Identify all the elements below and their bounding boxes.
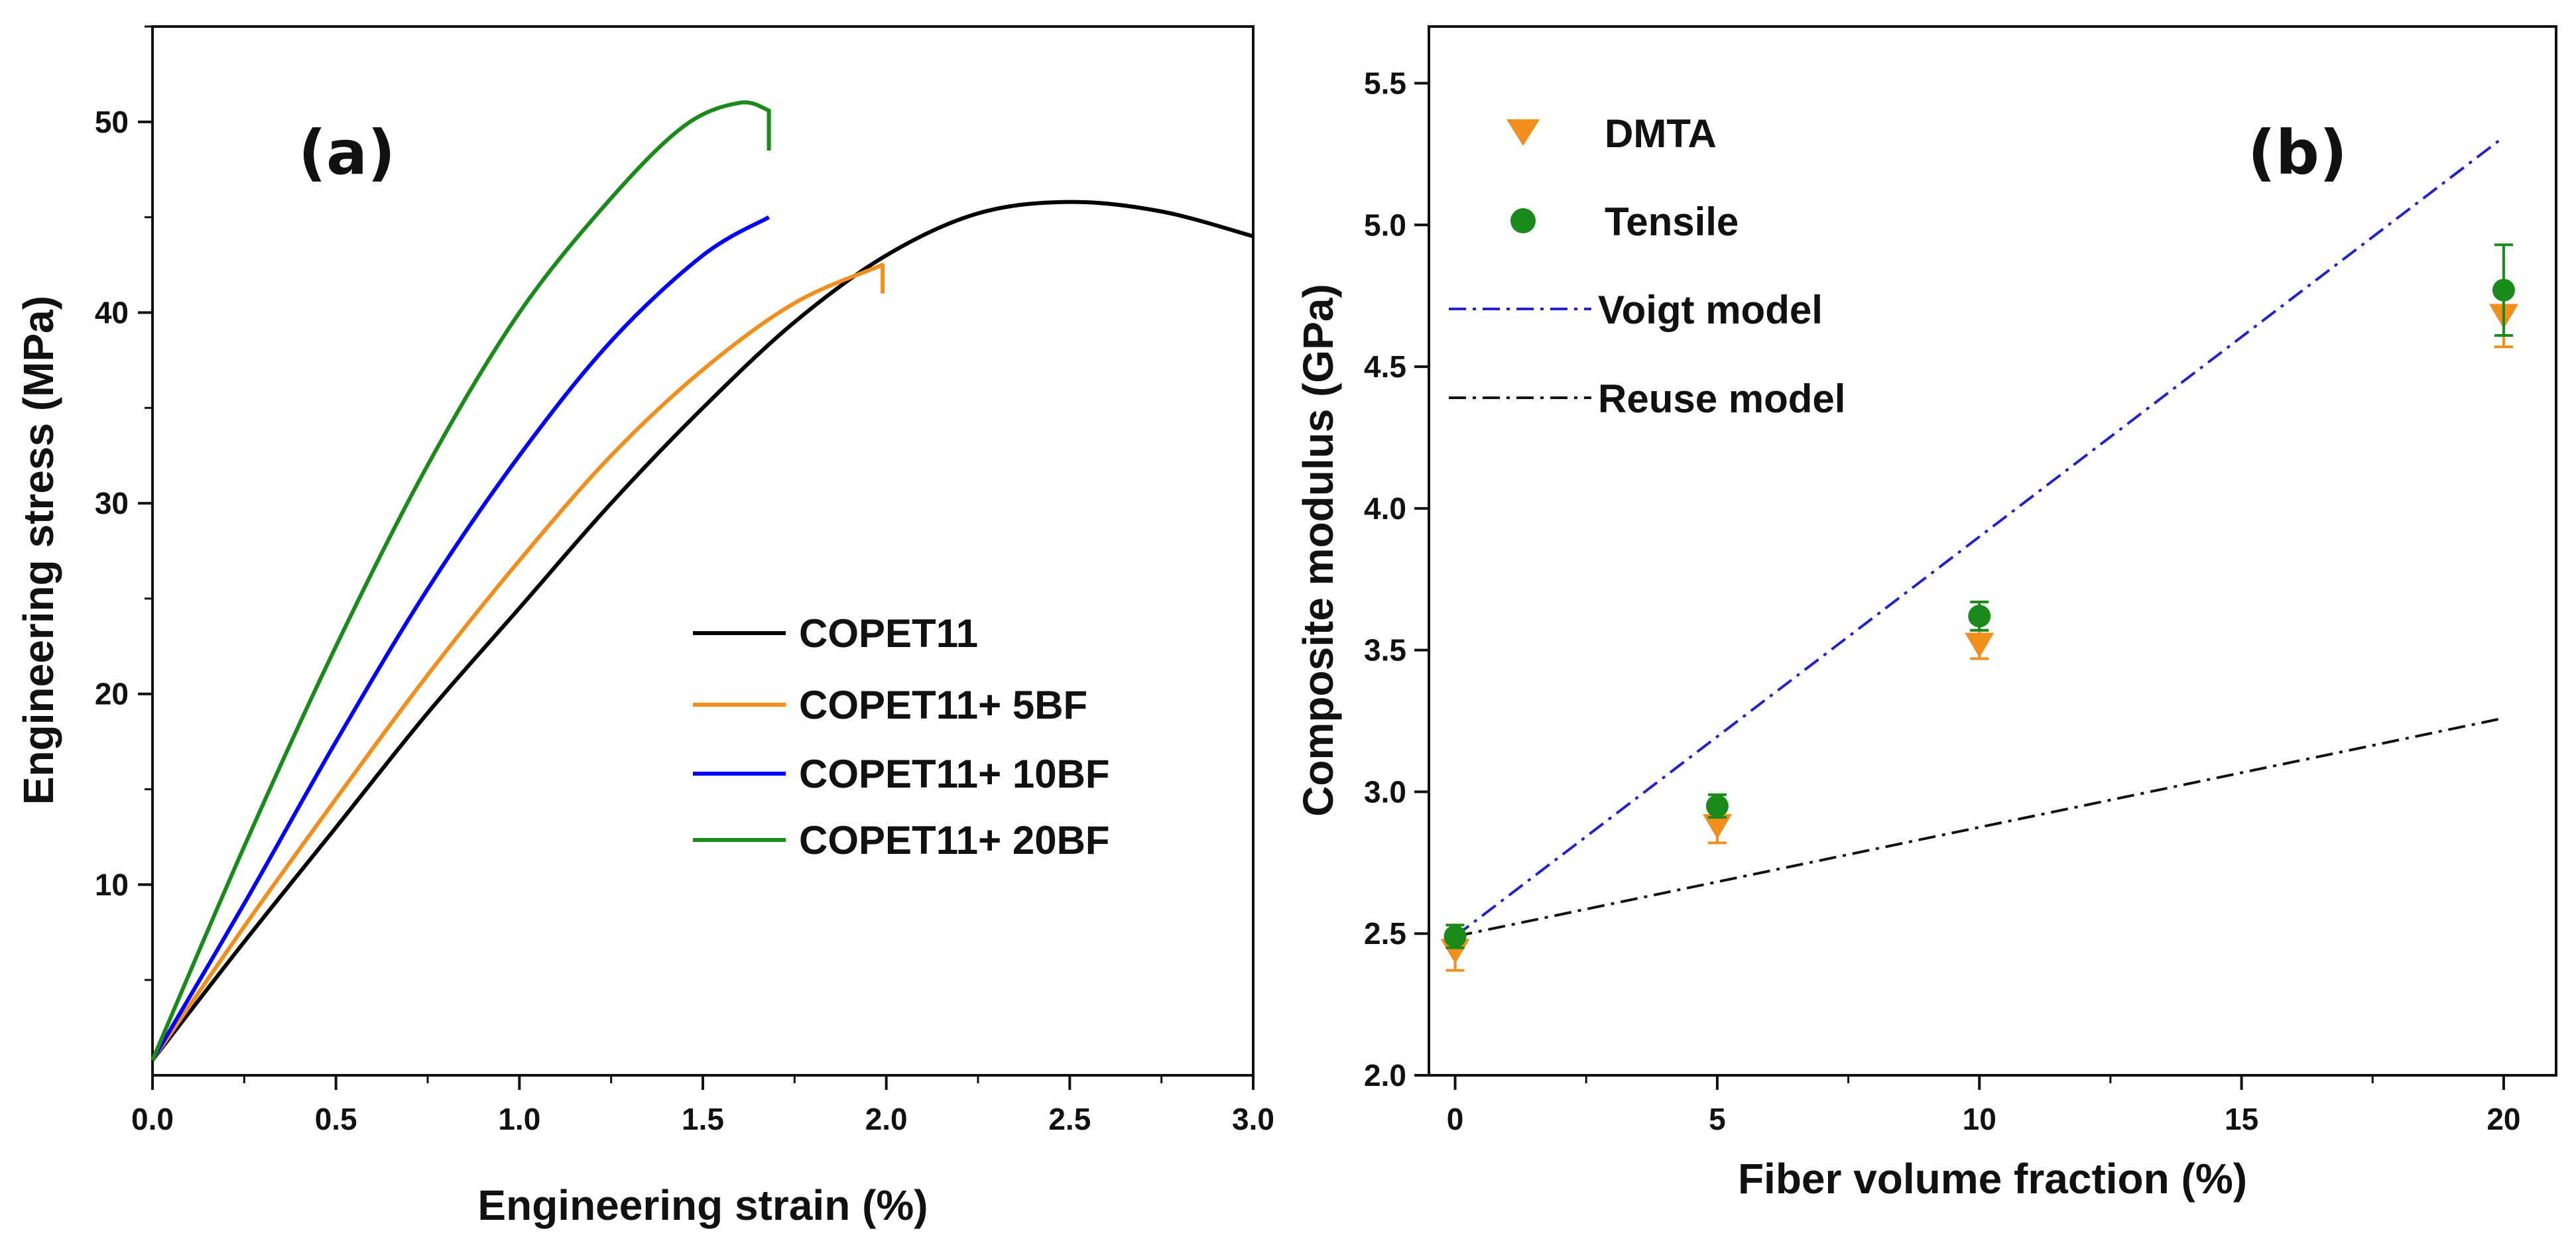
curve-copet11 xyxy=(151,200,1254,1061)
marker-tensile xyxy=(1968,605,1991,628)
marker-dmta xyxy=(1440,939,1470,964)
legend-label-copet11: COPET11 xyxy=(799,611,978,656)
panel-b-x-tick-label: 0 xyxy=(1447,1102,1464,1136)
panel-b-x-tick-label: 15 xyxy=(2225,1102,2258,1136)
panel-b-y-tick-label: 2.5 xyxy=(1364,916,1406,951)
curve-copet11-10bf xyxy=(151,215,770,1061)
legend-label-tensile: Tensile xyxy=(1605,200,1739,244)
panel-b-legend: DMTA Tensile Voigt model Reuse model xyxy=(1449,111,1845,421)
panel-b-label: (b) xyxy=(2248,117,2347,188)
legend-label-copet11-5bf: COPET11+ 5BF xyxy=(799,683,1087,727)
marker-tensile xyxy=(1443,925,1467,948)
marker-dmta xyxy=(1965,632,1994,658)
panel-b-y-tick-label: 3.0 xyxy=(1364,774,1406,809)
panel-a-y-tick-label: 20 xyxy=(95,677,129,711)
panel-b-y-tick-label: 4.5 xyxy=(1364,349,1406,384)
panel-b-y-tick-label: 5.5 xyxy=(1364,66,1406,101)
point-tensile-0 xyxy=(1443,923,1467,949)
legend-marker-dmta-triangle xyxy=(1506,119,1540,146)
model-line-reuse-model xyxy=(1455,717,2504,938)
panel-a-x-tick-label: 2.5 xyxy=(1048,1102,1091,1136)
panel-b-plot-frame xyxy=(1428,25,2557,1077)
legend-label-copet11-10bf: COPET11+ 10BF xyxy=(799,752,1110,796)
panel-a-y-tick-label: 50 xyxy=(95,105,129,139)
panel-b-x-axis-title: Fiber volume fraction (%) xyxy=(1738,1155,2247,1203)
panel-a-x-tick-label: 0.5 xyxy=(315,1102,357,1136)
panel-b-y-tick-label: 3.5 xyxy=(1364,633,1406,668)
panel-b-y-tick-label: 2.0 xyxy=(1364,1058,1406,1093)
panel-a-y-tick-label: 10 xyxy=(95,867,129,902)
panel-a-legend: COPET11 COPET11+ 5BF COPET11+ 10BF COPET… xyxy=(693,611,1110,862)
marker-dmta xyxy=(1702,814,1732,839)
panel-a-x-tick-label: 3.0 xyxy=(1232,1102,1274,1136)
panel-a-y-tick-label: 40 xyxy=(95,295,129,329)
panel-a-label: (a) xyxy=(298,117,395,188)
model-line-voigt-model xyxy=(1454,136,2505,938)
legend-label-dmta: DMTA xyxy=(1605,111,1717,156)
panel-b-x-tick-label: 5 xyxy=(1709,1102,1726,1136)
panel-a-x-tick-label: 1.0 xyxy=(498,1102,540,1136)
panel-a-x-tick-label: 0.0 xyxy=(131,1102,174,1136)
panel-b-x-tick-label: 10 xyxy=(1963,1102,1996,1136)
curve-copet11-20bf xyxy=(151,100,771,1061)
panel-a-y-axis-title: Engineering stress (MPa) xyxy=(15,296,62,805)
panel-a-stress-strain-chart: 0.0 0.5 1.0 1.5 2.0 2.5 3.0 10 20 30 40 50 (a) Eng… xyxy=(15,25,1274,1229)
panel-a-x-tick-label: 1.5 xyxy=(682,1102,724,1136)
marker-tensile xyxy=(1705,794,1729,817)
panel-a-y-tick-label: 30 xyxy=(95,486,129,520)
marker-tensile xyxy=(2492,278,2515,302)
panel-b-y-tick-label: 4.0 xyxy=(1364,491,1406,526)
panel-b-y-axis-title: Composite modulus (GPa) xyxy=(1294,284,1342,817)
panel-a-x-axis-title: Engineering strain (%) xyxy=(477,1181,928,1229)
panel-b-y-tick-label: 5.0 xyxy=(1364,208,1406,242)
panel-b-x-tick-label: 20 xyxy=(2486,1102,2520,1136)
curve-copet11-5bf xyxy=(151,263,885,1061)
legend-label-reuse-model: Reuse model xyxy=(1598,377,1845,421)
point-tensile-10 xyxy=(1968,600,1991,632)
legend-label-copet11-20bf: COPET11+ 20BF xyxy=(799,818,1110,862)
legend-marker-tensile-circle xyxy=(1510,208,1536,233)
panel-a-x-tick-label: 2.0 xyxy=(865,1102,908,1136)
panel-b-composite-modulus-chart: 0 5 10 15 20 2.0 2.5 3.0 3.5 4.0 4.5 5.0 5.5 (b) Fi… xyxy=(1294,25,2557,1203)
point-tensile-5 xyxy=(1705,793,1729,819)
legend-label-voigt-model: Voigt model xyxy=(1598,288,1823,332)
point-tensile-20 xyxy=(2492,243,2515,337)
point-dmta-10 xyxy=(1965,628,1994,660)
